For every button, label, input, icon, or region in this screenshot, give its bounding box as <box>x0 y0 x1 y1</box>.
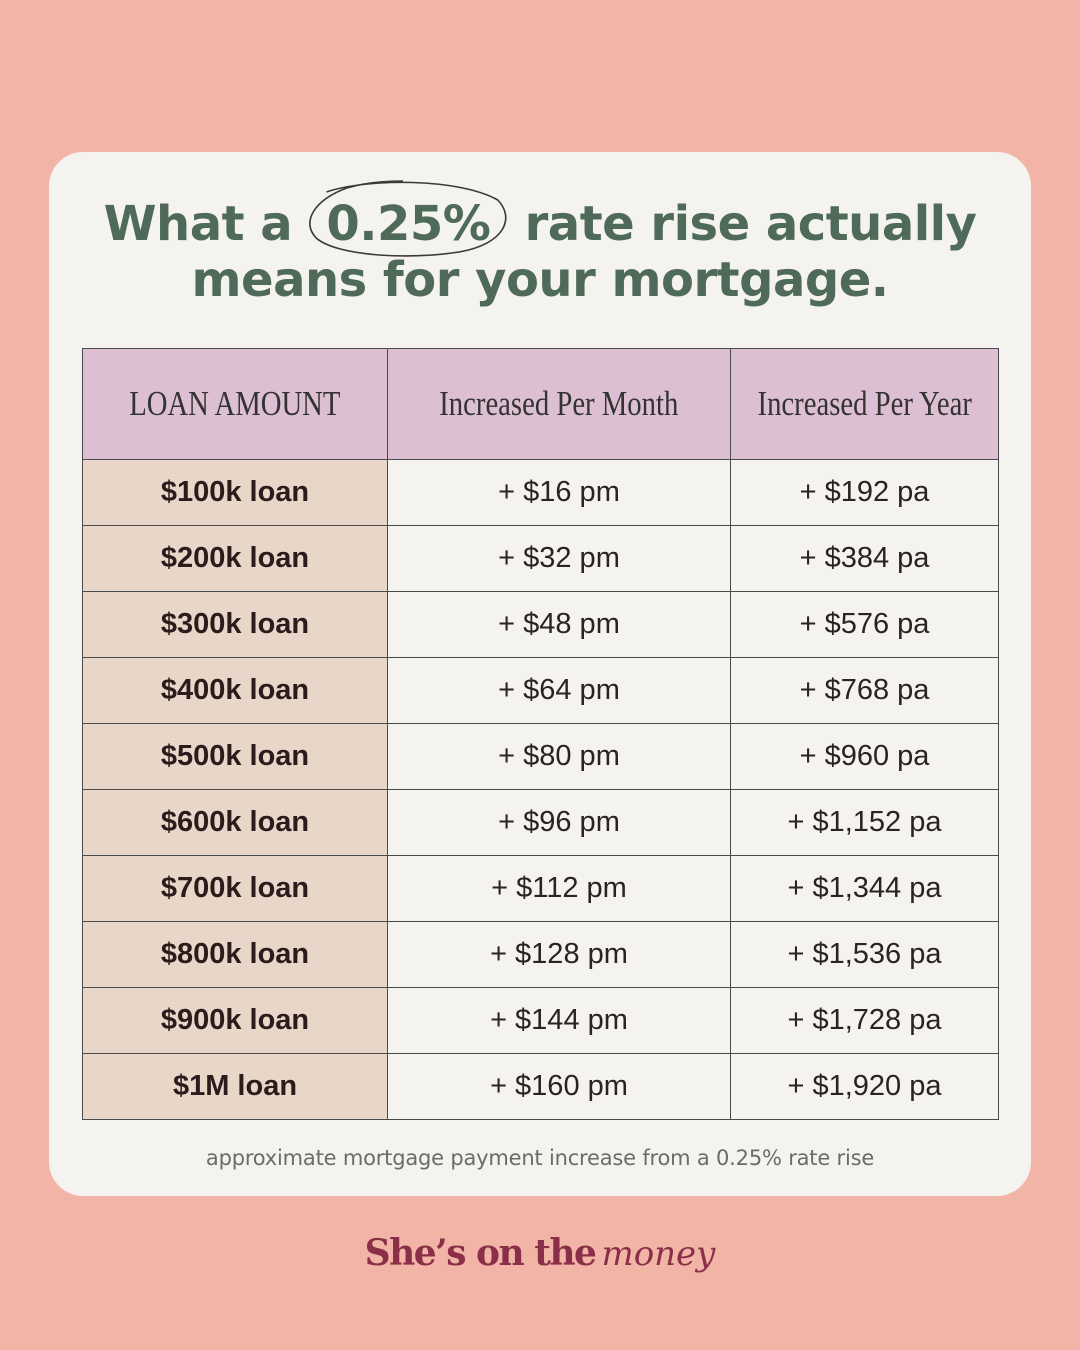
per-month-cell: + $96 pm <box>387 789 731 856</box>
table-row: $500k loan + $80 pm + $960 pa <box>82 723 999 790</box>
loan-amount-cell: $900k loan <box>82 987 388 1054</box>
per-month-cell: + $16 pm <box>387 459 731 526</box>
headline-line-1: What a 0.25% rate rise actually <box>0 180 1080 257</box>
rate-increase-table: LOAN AMOUNT Increased Per Month Increase… <box>82 348 999 1120</box>
headline-text-after: rate rise actually <box>524 196 977 252</box>
header-per-month: Increased Per Month <box>387 348 731 460</box>
loan-amount-cell: $100k loan <box>82 459 388 526</box>
per-month-cell: + $80 pm <box>387 723 731 790</box>
table-body: $100k loan + $16 pm + $192 pa $200k loan + $… <box>82 459 999 1120</box>
header-loan-amount: LOAN AMOUNT <box>82 348 388 460</box>
loan-amount-cell: $1M loan <box>82 1053 388 1120</box>
headline-text-before: What a <box>103 196 293 252</box>
brand-name: She’s on the <box>364 1232 597 1274</box>
hand-drawn-circle <box>309 180 507 257</box>
table-row: $200k loan + $32 pm + $384 pa <box>82 525 999 592</box>
headline: What a 0.25% rate rise actually means fo… <box>0 180 1080 308</box>
brand-logo: She’s on the money <box>0 1232 1080 1274</box>
table-row: $100k loan + $16 pm + $192 pa <box>82 459 999 526</box>
table-row: $900k loan + $144 pm + $1,728 pa <box>82 987 999 1054</box>
per-year-cell: + $1,536 pa <box>730 921 999 988</box>
per-month-cell: + $128 pm <box>387 921 731 988</box>
per-year-cell: + $384 pa <box>730 525 999 592</box>
footnote: approximate mortgage payment increase fr… <box>205 1146 875 1170</box>
per-year-cell: + $1,920 pa <box>730 1053 999 1120</box>
per-year-cell: + $1,344 pa <box>730 855 999 922</box>
highlight-value: 0.25% <box>326 196 491 252</box>
per-year-cell: + $1,152 pa <box>730 789 999 856</box>
per-month-cell: + $48 pm <box>387 591 731 658</box>
loan-amount-cell: $500k loan <box>82 723 388 790</box>
per-year-cell: + $960 pa <box>730 723 999 790</box>
per-month-cell: + $32 pm <box>387 525 731 592</box>
brand-script: money <box>601 1234 716 1274</box>
loan-amount-cell: $800k loan <box>82 921 388 988</box>
per-year-cell: + $192 pa <box>730 459 999 526</box>
per-year-cell: + $768 pa <box>730 657 999 724</box>
loan-amount-cell: $200k loan <box>82 525 388 592</box>
loan-amount-cell: $700k loan <box>82 855 388 922</box>
table-header-row: LOAN AMOUNT Increased Per Month Increase… <box>82 348 999 460</box>
table-row: $800k loan + $128 pm + $1,536 pa <box>82 921 999 988</box>
per-month-cell: + $160 pm <box>387 1053 731 1120</box>
loan-amount-cell: $600k loan <box>82 789 388 856</box>
loan-amount-cell: $400k loan <box>82 657 388 724</box>
table-row: $300k loan + $48 pm + $576 pa <box>82 591 999 658</box>
per-year-cell: + $1,728 pa <box>730 987 999 1054</box>
loan-amount-cell: $300k loan <box>82 591 388 658</box>
table-row: $600k loan + $96 pm + $1,152 pa <box>82 789 999 856</box>
highlighted-rate: 0.25% <box>309 180 507 257</box>
header-per-year: Increased Per Year <box>730 348 999 460</box>
per-month-cell: + $144 pm <box>387 987 731 1054</box>
table-row: $700k loan + $112 pm + $1,344 pa <box>82 855 999 922</box>
per-month-cell: + $64 pm <box>387 657 731 724</box>
headline-line-2: means for your mortgage. <box>191 252 889 308</box>
per-month-cell: + $112 pm <box>387 855 731 922</box>
per-year-cell: + $576 pa <box>730 591 999 658</box>
table-row: $400k loan + $64 pm + $768 pa <box>82 657 999 724</box>
table-row: $1M loan + $160 pm + $1,920 pa <box>82 1053 999 1120</box>
